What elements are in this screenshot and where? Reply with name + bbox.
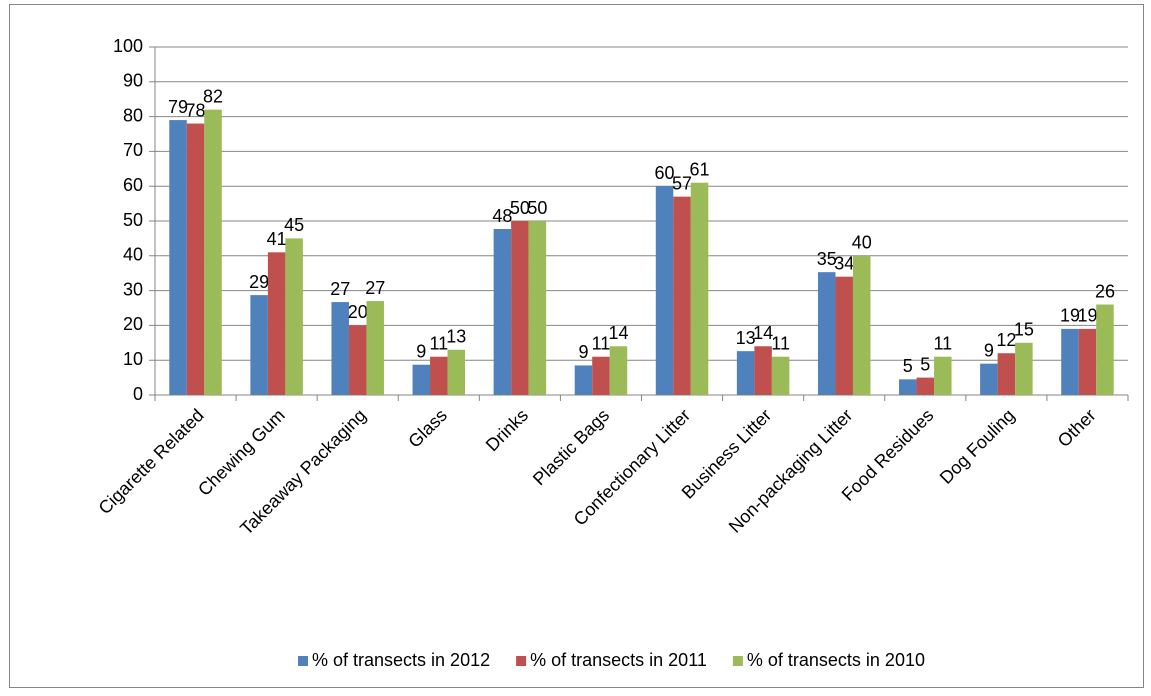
- data-label: 9: [416, 341, 426, 361]
- legend-label: % of transects in 2012: [312, 650, 490, 670]
- y-tick-label: 10: [123, 349, 143, 369]
- bar: [835, 276, 853, 395]
- data-label: 48: [492, 206, 512, 226]
- data-label: 11: [771, 333, 790, 353]
- y-tick-label: 40: [123, 245, 143, 265]
- data-label: 5: [903, 356, 913, 376]
- data-label: 5: [920, 354, 930, 374]
- bar: [1061, 328, 1079, 395]
- bar: [899, 379, 917, 395]
- data-label: 9: [578, 342, 588, 362]
- bar: [267, 252, 286, 395]
- bar: [754, 346, 772, 395]
- bar: [574, 365, 593, 395]
- bar: [348, 325, 367, 395]
- bar: [609, 346, 628, 395]
- y-tick-label: 20: [123, 314, 143, 334]
- data-label: 9: [984, 340, 994, 360]
- bar: [528, 221, 547, 395]
- bar: [493, 229, 512, 395]
- bar: [980, 363, 998, 395]
- bar: [331, 302, 349, 395]
- bar: [412, 364, 431, 395]
- data-label: 29: [249, 272, 269, 292]
- data-label: 12: [996, 330, 1016, 350]
- bar: [285, 238, 303, 395]
- data-label: 20: [348, 302, 368, 322]
- legend-swatch: [516, 656, 527, 666]
- bar: [852, 255, 871, 395]
- data-label: 78: [186, 100, 206, 120]
- data-label: 14: [608, 323, 628, 343]
- y-tick-label: 90: [123, 71, 143, 91]
- bar: [817, 272, 836, 395]
- data-label: 50: [527, 198, 547, 218]
- bar: [736, 351, 755, 395]
- data-label: 50: [510, 198, 530, 218]
- y-tick-label: 0: [133, 384, 143, 404]
- bar: [511, 221, 529, 395]
- data-label: 26: [1095, 281, 1115, 301]
- bar: [916, 377, 935, 395]
- bar: [934, 356, 952, 395]
- data-label: 40: [852, 233, 872, 253]
- bar: [655, 186, 674, 395]
- y-tick-label: 70: [123, 140, 143, 160]
- legend-label: % of transects in 2010: [747, 650, 925, 670]
- data-label: 60: [655, 163, 675, 183]
- bar: [771, 356, 790, 395]
- bar: [592, 356, 610, 395]
- bar: [186, 123, 205, 395]
- data-label: 11: [429, 333, 448, 353]
- data-label: 61: [690, 159, 710, 179]
- data-label: 57: [672, 173, 692, 193]
- bar: [997, 353, 1016, 395]
- y-tick-label: 80: [123, 105, 143, 125]
- data-label: 15: [1014, 320, 1034, 340]
- legend-swatch: [298, 656, 309, 666]
- legend-swatch: [732, 656, 743, 666]
- y-tick-label: 100: [113, 36, 143, 56]
- data-label: 13: [736, 328, 756, 348]
- data-label: 41: [267, 229, 287, 249]
- y-tick-label: 50: [123, 210, 143, 230]
- data-label: 11: [592, 333, 611, 353]
- bar: [673, 196, 691, 395]
- data-label: 11: [933, 333, 952, 353]
- bar: [366, 301, 384, 395]
- data-label: 27: [330, 279, 350, 299]
- bar: [430, 356, 448, 395]
- data-label: 35: [817, 249, 837, 269]
- data-label: 13: [446, 327, 466, 347]
- bar: [1096, 304, 1114, 395]
- bar: [250, 295, 268, 395]
- data-label: 27: [365, 278, 385, 298]
- bar: [169, 120, 187, 395]
- bar: [204, 109, 222, 395]
- bar: [447, 349, 466, 395]
- y-tick-label: 30: [123, 279, 143, 299]
- legend-label: % of transects in 2011: [530, 650, 707, 670]
- data-label: 82: [203, 86, 223, 106]
- bar: [1078, 328, 1097, 395]
- bar: [690, 182, 709, 395]
- y-tick-label: 60: [123, 175, 143, 195]
- data-label: 19: [1077, 306, 1097, 326]
- data-label: 19: [1060, 306, 1080, 326]
- bar: [1015, 342, 1033, 395]
- data-label: 79: [168, 97, 188, 117]
- data-label: 34: [834, 253, 854, 273]
- data-label: 14: [753, 323, 773, 343]
- data-label: 45: [284, 215, 304, 235]
